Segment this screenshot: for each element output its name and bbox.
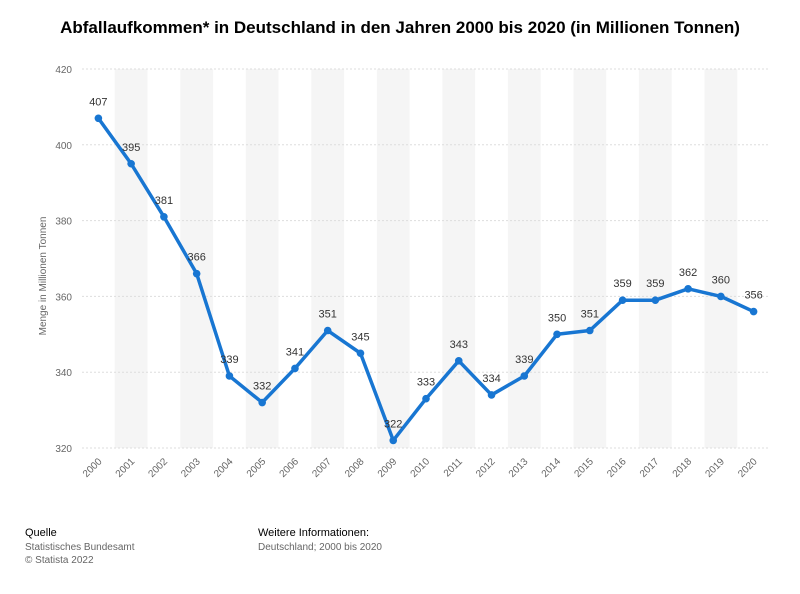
x-tick-label-2017: 2017 (638, 456, 662, 480)
data-point-2015 (586, 326, 594, 335)
data-label-2013: 339 (515, 354, 533, 366)
data-point-2003 (192, 269, 201, 278)
x-tick-label-2006: 2006 (278, 456, 302, 480)
band-2005 (245, 69, 279, 448)
data-label-2011: 343 (450, 339, 468, 351)
data-point-2002 (160, 213, 168, 221)
x-tick-label-2014: 2014 (540, 456, 564, 480)
data-series (94, 114, 758, 445)
data-point-2019 (717, 292, 725, 301)
data-point-2012 (487, 391, 496, 399)
data-label-2015: 351 (581, 309, 599, 321)
x-tick-label-2000: 2000 (81, 456, 105, 480)
x-tick-label-2011: 2011 (442, 456, 465, 479)
chart-title: Abfallaufkommen* in Deutschland in den J… (60, 18, 740, 37)
data-label-2002: 381 (155, 195, 173, 207)
x-tick-label-2020: 2020 (736, 456, 760, 480)
y-tick-label-360: 360 (55, 292, 72, 303)
x-tick-label-2010: 2010 (409, 456, 433, 480)
data-label-2003: 366 (187, 252, 205, 264)
data-point-2001 (127, 159, 135, 168)
band-2003 (180, 69, 214, 448)
data-point-2011 (454, 357, 463, 365)
data-point-2006 (291, 364, 299, 373)
x-tick-label-2003: 2003 (179, 456, 203, 480)
x-tick-label-2009: 2009 (376, 456, 400, 480)
data-point-2014 (553, 330, 561, 339)
y-axis-ticks: 320 340 360 380 400 420 (55, 65, 72, 455)
data-point-2005 (258, 398, 266, 407)
x-tick-label-2013: 2013 (507, 456, 531, 480)
info-heading: Weitere Informationen: (258, 527, 370, 539)
y-tick-label-400: 400 (55, 141, 72, 152)
data-label-2018: 362 (679, 267, 697, 279)
x-tick-label-2005: 2005 (245, 456, 269, 480)
band-2013 (507, 69, 541, 448)
source-block: Quelle Statistisches Bundesamt © Statist… (25, 527, 135, 567)
data-label-2007: 351 (319, 309, 337, 321)
x-tick-label-2016: 2016 (605, 456, 629, 480)
data-point-2018 (684, 285, 692, 293)
band-2015 (573, 69, 607, 448)
x-tick-label-2002: 2002 (147, 456, 171, 480)
band-2007 (311, 69, 345, 448)
data-point-2000 (94, 114, 103, 123)
x-tick-label-2015: 2015 (572, 456, 596, 480)
data-point-2008 (356, 349, 365, 358)
y-tick-label-420: 420 (55, 65, 72, 76)
info-block: Weitere Informationen: Deutschland; 2000… (258, 527, 382, 554)
data-label-2000: 407 (89, 96, 107, 108)
x-tick-label-2007: 2007 (310, 456, 334, 480)
band-2001 (114, 69, 148, 448)
data-label-2001: 395 (122, 142, 140, 154)
data-point-2004 (225, 372, 234, 380)
data-label-2008: 345 (351, 331, 369, 343)
info-line: Deutschland; 2000 bis 2020 (258, 542, 382, 553)
data-label-2020: 356 (744, 290, 762, 302)
x-tick-label-2012: 2012 (474, 456, 498, 480)
data-label-2012: 334 (482, 373, 500, 385)
data-label-2005: 332 (253, 381, 271, 393)
y-axis-label: Menge in Millionen Tonnen (38, 217, 49, 336)
x-axis-ticks: 2000 2001 2002 2003 2004 2005 2006 2007 2008 2009… (81, 456, 760, 480)
data-point-2016 (618, 296, 627, 304)
band-2019 (704, 69, 738, 448)
data-label-2019: 360 (712, 274, 730, 286)
y-tick-label-320: 320 (55, 444, 72, 455)
data-label-2004: 339 (220, 354, 238, 366)
x-tick-label-2018: 2018 (671, 456, 695, 480)
data-labels: 407 395 381 366 339 332 341 351 345 322 333 343 334 3… (89, 96, 763, 430)
x-tick-label-2008: 2008 (343, 456, 367, 480)
x-tick-label-2001: 2001 (114, 456, 138, 480)
data-point-2009 (389, 436, 398, 445)
x-tick-label-2004: 2004 (212, 456, 236, 480)
data-point-2013 (520, 372, 529, 380)
copyright-line: © Statista 2022 (25, 555, 94, 566)
data-label-2010: 333 (417, 377, 435, 389)
background-bands (114, 69, 738, 448)
y-tick-label-380: 380 (55, 217, 72, 228)
x-tick-label-2019: 2019 (703, 456, 727, 480)
source-line: Statistisches Bundesamt (25, 542, 135, 553)
band-2011 (442, 69, 476, 448)
y-tick-label-340: 340 (55, 368, 72, 379)
source-heading: Quelle (25, 527, 57, 539)
data-point-2017 (651, 296, 660, 304)
gridlines (82, 68, 770, 449)
band-2009 (376, 69, 410, 448)
data-label-2014: 350 (548, 312, 566, 324)
data-point-2007 (323, 326, 332, 335)
data-point-2020 (749, 307, 758, 316)
data-point-2010 (422, 394, 430, 403)
data-label-2009: 322 (384, 418, 402, 430)
data-label-2006: 341 (286, 346, 304, 358)
data-label-2016: 359 (613, 278, 631, 290)
band-2017 (638, 69, 672, 448)
data-label-2017: 359 (646, 278, 664, 290)
